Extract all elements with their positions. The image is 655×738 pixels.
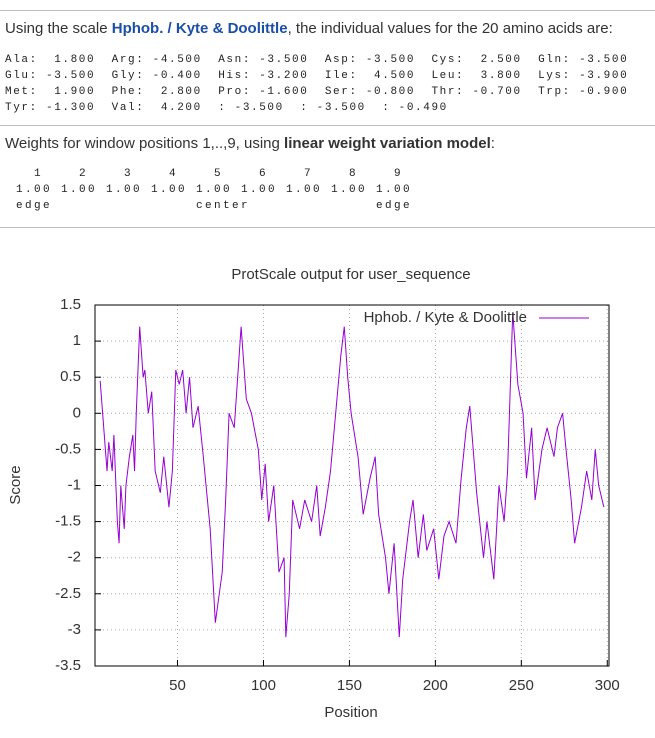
amino-line: Tyr: -1.300 Val: 4.200 : -3.500 : -3.500… [5, 102, 448, 114]
y-tick-label: -2.5 [55, 585, 81, 602]
rule [0, 227, 655, 228]
text: Weights for window positions 1,..,9, usi… [5, 135, 285, 152]
x-tick-label: 200 [423, 677, 448, 694]
y-tick-label: -1.5 [55, 513, 81, 530]
scale-link[interactable]: Hphob. / Kyte & Doolittle [111, 20, 288, 37]
x-tick-label: 150 [337, 677, 362, 694]
y-tick-label: 0.5 [60, 368, 81, 385]
y-axis-label: Score [7, 465, 24, 504]
rule [0, 10, 655, 11]
rule [0, 125, 655, 126]
x-tick-label: 100 [251, 677, 276, 694]
text: Using the scale [5, 20, 112, 37]
x-tick-label: 300 [595, 677, 620, 694]
y-tick-label: -2 [68, 549, 81, 566]
amino-line: Ala: 1.800 Arg: -4.500 Asn: -3.500 Asp: … [5, 54, 629, 66]
y-tick-label: -0.5 [55, 440, 81, 457]
y-tick-label: -3 [68, 621, 81, 638]
y-tick-label: 1 [73, 332, 81, 349]
y-tick-label: -1 [68, 476, 81, 493]
x-tick-label: 250 [509, 677, 534, 694]
weights-line: 1.00 1.00 1.00 1.00 1.00 1.00 1.00 1.00 … [7, 184, 413, 196]
text: , the individual values for the 20 amino… [287, 20, 613, 37]
amino-line: Glu: -3.500 Gly: -0.400 His: -3.200 Ile:… [5, 70, 629, 82]
weights-line: edge center edge [7, 200, 413, 212]
model: linear weight variation model [284, 135, 491, 152]
weights-table: 1 2 3 4 5 6 7 8 9 1.00 1.00 1.00 1.00 1.… [7, 166, 412, 214]
weights-line: 1 2 3 4 5 6 7 8 9 [7, 168, 404, 180]
weights-sentence: Weights for window positions 1,..,9, usi… [5, 135, 495, 152]
amino-line: Met: 1.900 Phe: 2.800 Pro: -1.600 Ser: -… [5, 86, 629, 98]
y-tick-label: 1.5 [60, 296, 81, 313]
y-tick-label: -3.5 [55, 657, 81, 674]
chart-title: ProtScale output for user_sequence [231, 266, 470, 283]
legend-label: Hphob. / Kyte & Doolittle [364, 309, 527, 326]
scale-sentence: Using the scale Hphob. / Kyte & Doolittl… [5, 20, 613, 37]
text: : [490, 135, 495, 152]
x-axis-label: Position [324, 704, 377, 721]
y-tick-label: 0 [73, 404, 81, 421]
plot-frame [94, 304, 610, 667]
data-line [99, 312, 605, 638]
x-tick-label: 50 [169, 677, 186, 694]
amino-acid-table: Ala: 1.800 Arg: -4.500 Asn: -3.500 Asp: … [5, 52, 628, 116]
